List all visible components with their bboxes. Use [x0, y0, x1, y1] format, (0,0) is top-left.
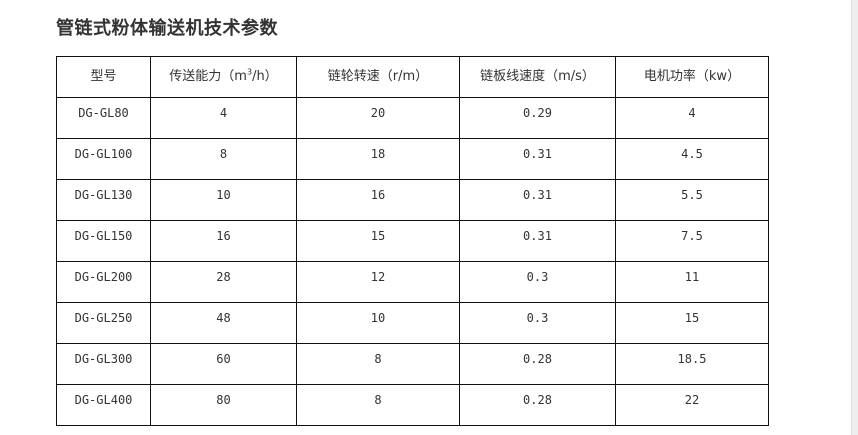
header-capacity-label: 传送能力（m: [169, 69, 247, 84]
cell-model: DG-GL100: [56, 138, 151, 180]
cell-model: DG-GL300: [56, 343, 151, 385]
header-capacity-suffix: /h）: [252, 69, 278, 84]
cell-capacity: 80: [150, 384, 297, 426]
scrollbar[interactable]: [851, 0, 858, 435]
cell-chain-speed: 0.31: [459, 138, 616, 180]
cell-motor-power: 5.5: [615, 179, 769, 221]
cell-chain-speed: 0.3: [459, 302, 616, 344]
table-row: DG-GL130 10 16 0.31 5.5: [56, 179, 769, 221]
cell-chain-speed: 0.3: [459, 261, 616, 303]
table-row: DG-GL150 16 15 0.31 7.5: [56, 220, 769, 262]
header-motor-power: 电机功率（kw）: [615, 56, 769, 98]
table-row: DG-GL100 8 18 0.31 4.5: [56, 138, 769, 180]
cell-sprocket-speed: 16: [296, 179, 460, 221]
table-row: DG-GL300 60 8 0.28 18.5: [56, 343, 769, 385]
header-capacity: 传送能力（m3/h）: [150, 56, 297, 98]
cell-model: DG-GL200: [56, 261, 151, 303]
cell-motor-power: 4.5: [615, 138, 769, 180]
cell-capacity: 28: [150, 261, 297, 303]
cell-capacity: 4: [150, 97, 297, 139]
cell-model: DG-GL130: [56, 179, 151, 221]
cell-sprocket-speed: 10: [296, 302, 460, 344]
cell-chain-speed: 0.28: [459, 384, 616, 426]
cell-capacity: 48: [150, 302, 297, 344]
cell-chain-speed: 0.31: [459, 179, 616, 221]
cell-motor-power: 11: [615, 261, 769, 303]
header-model: 型号: [56, 56, 151, 98]
cell-motor-power: 18.5: [615, 343, 769, 385]
cell-sprocket-speed: 15: [296, 220, 460, 262]
table-row: DG-GL400 80 8 0.28 22: [56, 384, 769, 426]
cell-model: DG-GL400: [56, 384, 151, 426]
header-sprocket-speed: 链轮转速（r/m）: [296, 56, 460, 98]
table-row: DG-GL80 4 20 0.29 4: [56, 97, 769, 139]
cell-sprocket-speed: 18: [296, 138, 460, 180]
cell-sprocket-speed: 8: [296, 343, 460, 385]
page-title: 管链式粉体输送机技术参数: [56, 18, 278, 39]
cell-capacity: 60: [150, 343, 297, 385]
cell-chain-speed: 0.28: [459, 343, 616, 385]
cell-motor-power: 7.5: [615, 220, 769, 262]
cell-motor-power: 15: [615, 302, 769, 344]
cell-sprocket-speed: 8: [296, 384, 460, 426]
cell-capacity: 8: [150, 138, 297, 180]
header-capacity-sup: 3: [246, 67, 253, 77]
spec-table: 型号 传送能力（m3/h） 链轮转速（r/m） 链板线速度（m/s） 电机功率（…: [56, 56, 769, 426]
table-header-row: 型号 传送能力（m3/h） 链轮转速（r/m） 链板线速度（m/s） 电机功率（…: [56, 56, 769, 98]
cell-chain-speed: 0.29: [459, 97, 616, 139]
cell-sprocket-speed: 12: [296, 261, 460, 303]
table-row: DG-GL200 28 12 0.3 11: [56, 261, 769, 303]
table-row: DG-GL250 48 10 0.3 15: [56, 302, 769, 344]
cell-capacity: 16: [150, 220, 297, 262]
cell-chain-speed: 0.31: [459, 220, 616, 262]
header-chain-speed: 链板线速度（m/s）: [459, 56, 616, 98]
cell-motor-power: 4: [615, 97, 769, 139]
cell-sprocket-speed: 20: [296, 97, 460, 139]
cell-model: DG-GL250: [56, 302, 151, 344]
cell-motor-power: 22: [615, 384, 769, 426]
cell-capacity: 10: [150, 179, 297, 221]
cell-model: DG-GL150: [56, 220, 151, 262]
cell-model: DG-GL80: [56, 97, 151, 139]
